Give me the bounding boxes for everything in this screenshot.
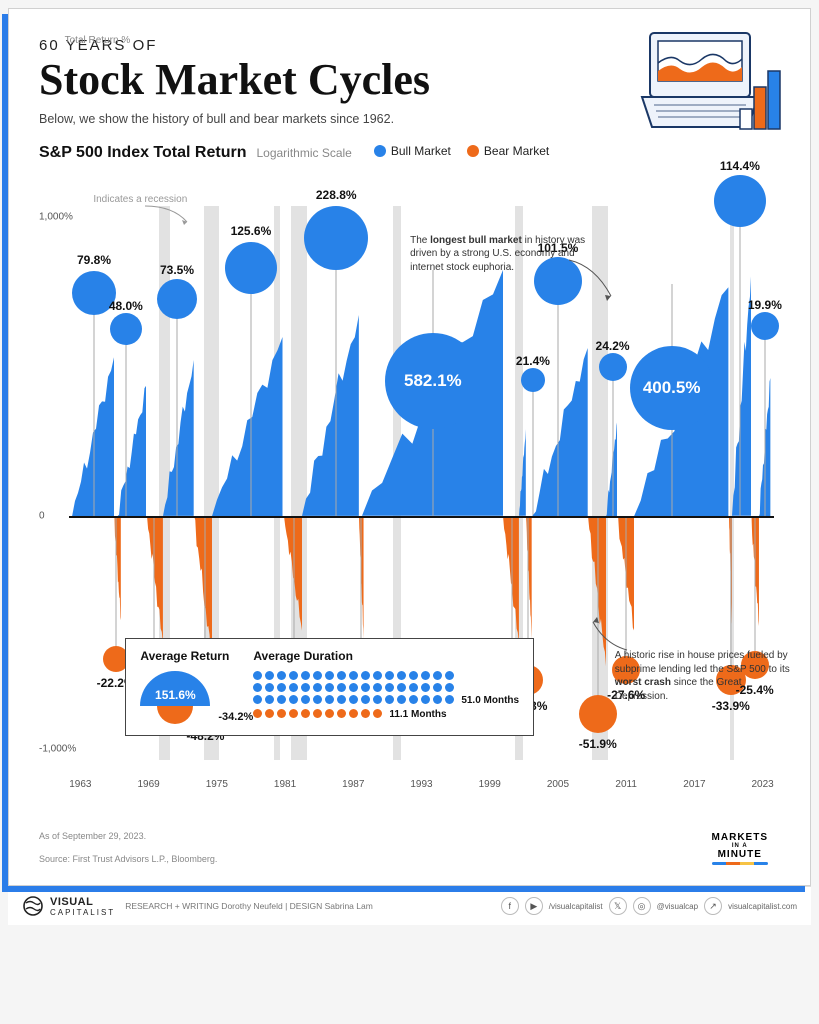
bull-bubble: 582.1% — [385, 333, 481, 429]
bull-bubble — [157, 279, 197, 319]
bubble-value-label: 73.5% — [160, 263, 194, 277]
globe-icon — [22, 895, 44, 917]
leader-line — [557, 281, 558, 516]
y-axis-label: 1,000% — [39, 212, 73, 223]
x-icon[interactable]: 𝕏 — [609, 897, 627, 915]
chart-annotation: The longest bull market in history was d… — [410, 234, 590, 275]
bull-bubble — [751, 312, 779, 340]
markets-in-a-minute-logo: MARKETS IN A MINUTE — [712, 832, 768, 866]
facebook-icon[interactable]: f — [501, 897, 519, 915]
laptop-icon — [636, 27, 786, 137]
bull-area — [532, 348, 588, 516]
total-return-pointer-label: Total Return % — [65, 35, 131, 46]
bear-area — [147, 516, 163, 644]
leader-line — [754, 516, 755, 665]
leader-line — [336, 238, 337, 516]
credits: RESEARCH + WRITING Dorothy Neufeld | DES… — [125, 901, 373, 911]
bull-bubble — [714, 175, 766, 227]
bull-bubble: 400.5% — [630, 346, 714, 430]
footer: VISUAL CAPITALIST RESEARCH + WRITING Dor… — [8, 886, 811, 925]
header: 60 YEARS OF Stock Market Cycles Below, w… — [39, 37, 780, 126]
bull-area — [519, 429, 526, 516]
legend-bull: Bull Market — [374, 144, 451, 158]
leader-line — [739, 201, 740, 516]
bubble-value-label: 228.8% — [316, 188, 357, 202]
bear-area — [751, 516, 759, 626]
leader-line — [612, 367, 613, 516]
bull-area — [117, 385, 147, 517]
bull-bubble — [304, 206, 368, 270]
chart-scale-label: Logarithmic Scale — [256, 146, 351, 160]
bull-area — [212, 337, 283, 516]
chart-legend: Bull Market Bear Market — [374, 144, 549, 158]
web-icon[interactable]: ↗ — [704, 897, 722, 915]
x-axis-label: 1993 — [410, 779, 432, 790]
youtube-handle: /visualcapitalist — [549, 902, 603, 911]
bubble-value-label: -51.9% — [579, 737, 617, 751]
leader-line — [250, 268, 251, 516]
bull-bubble — [599, 353, 627, 381]
chart-header: S&P 500 Index Total Return Logarithmic S… — [39, 144, 780, 162]
chart-annotation: A historic rise in house prices fueled b… — [615, 649, 795, 703]
duration-dots: 51.0 Months11.1 Months — [253, 671, 519, 720]
chart-title: S&P 500 Index Total Return — [39, 144, 246, 162]
source-line: Source: First Trust Advisors L.P., Bloom… — [39, 853, 780, 866]
infographic-page: 60 YEARS OF Stock Market Cycles Below, w… — [8, 8, 811, 886]
social-links: f ▶ /visualcapitalist 𝕏 ◎ @visualcap ↗ v… — [501, 897, 797, 915]
chart-area: 1,000% 0 -1,000% 1963 1969 1975 1981 1987 1993 19… — [39, 170, 780, 820]
x-axis-label: 1975 — [206, 779, 228, 790]
visual-capitalist-logo: VISUAL CAPITALIST — [22, 895, 115, 917]
plot-region: 1,000%0-1,000%19631969197519811987199319… — [69, 206, 774, 760]
legend-bear: Bear Market — [467, 144, 549, 158]
x-axis-label: 1969 — [137, 779, 159, 790]
leader-line — [125, 329, 126, 516]
y-axis-label: 0 — [39, 511, 45, 522]
bubble-value-label: 24.2% — [596, 339, 630, 353]
instagram-handle: @visualcap — [657, 902, 698, 911]
source-asof: As of September 29, 2023. — [39, 830, 780, 843]
bull-bubble — [110, 313, 142, 345]
avg-return-title: Average Return — [140, 649, 229, 663]
leader-line — [115, 516, 116, 658]
x-axis-label: 2011 — [615, 779, 637, 790]
bull-area — [302, 315, 359, 516]
bubble-value-label: 19.9% — [748, 298, 782, 312]
x-axis-label: 2005 — [547, 779, 569, 790]
leader-line — [94, 293, 95, 516]
leader-line — [764, 326, 765, 517]
x-axis-label: 1963 — [69, 779, 91, 790]
bubble-value-label: 48.0% — [109, 299, 143, 313]
website-url: visualcapitalist.com — [728, 902, 797, 911]
leader-line — [177, 299, 178, 516]
bull-dot-icon — [374, 145, 386, 157]
x-axis-label: 2023 — [752, 779, 774, 790]
instagram-icon[interactable]: ◎ — [633, 897, 651, 915]
bubble-value-label: 114.4% — [720, 159, 760, 173]
x-axis-label: 1999 — [479, 779, 501, 790]
bull-area — [163, 360, 194, 516]
avg-return-pie: 151.6%-34.2% — [140, 671, 210, 715]
averages-box: Average Return 151.6%-34.2% Average Durati… — [125, 638, 534, 736]
avg-duration-title: Average Duration — [253, 649, 519, 663]
youtube-icon[interactable]: ▶ — [525, 897, 543, 915]
bear-dot-icon — [467, 145, 479, 157]
y-axis-label: -1,000% — [39, 743, 76, 754]
bubble-value-label: 79.8% — [77, 253, 111, 267]
x-axis-label: 2017 — [683, 779, 705, 790]
bubble-value-label: 125.6% — [231, 224, 272, 238]
bull-bubble — [225, 242, 277, 294]
x-axis-label: 1987 — [342, 779, 364, 790]
x-axis-label: 1981 — [274, 779, 296, 790]
zero-axis-line — [69, 516, 774, 518]
